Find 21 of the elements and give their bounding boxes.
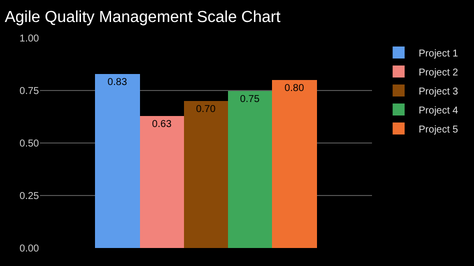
- data-label: 0.75: [240, 94, 260, 105]
- bar: [95, 74, 140, 248]
- y-tick-label: 0.75: [20, 86, 40, 97]
- bar: [228, 91, 272, 248]
- chart-title: Agile Quality Management Scale Chart: [4, 8, 281, 26]
- y-tick-label: 0.25: [20, 191, 40, 202]
- legend-label: Project 5: [418, 124, 459, 136]
- legend-label: Project 1: [418, 48, 459, 60]
- y-tick-label: 0.00: [20, 244, 40, 254]
- legend-label: Project 2: [418, 67, 459, 78]
- legend-label: Project 4: [418, 105, 459, 116]
- data-label: 0.63: [152, 119, 172, 130]
- bar: [140, 116, 184, 248]
- data-label: 0.70: [196, 104, 216, 115]
- data-label: 0.83: [108, 77, 128, 88]
- data-label: 0.80: [284, 83, 304, 94]
- y-tick-label: 1.00: [20, 34, 40, 44]
- y-tick-label: 0.50: [20, 138, 40, 150]
- legend-label: Project 3: [418, 86, 459, 98]
- bar: [184, 101, 228, 248]
- bar: [272, 80, 317, 248]
